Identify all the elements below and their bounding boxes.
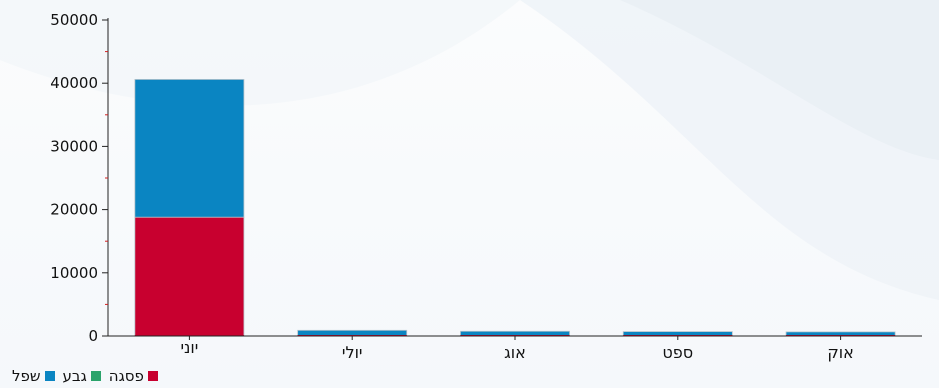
legend-swatch <box>147 371 158 381</box>
y-tick-label: 30000 <box>50 137 98 155</box>
legend-label: פסגה <box>108 367 144 385</box>
y-tick-label: 10000 <box>50 264 98 282</box>
y-tick-label: 0 <box>88 327 98 345</box>
legend-label: שפל <box>12 367 41 385</box>
bar-segment[interactable] <box>134 216 245 337</box>
x-tick-label: אוק <box>827 343 853 362</box>
y-axis: 0 10000 20000 30000 40000 50000 <box>50 11 109 345</box>
bars <box>134 79 896 337</box>
legend-item[interactable]: גבע <box>63 367 101 385</box>
bar-segment[interactable] <box>134 79 245 218</box>
y-tick-label: 20000 <box>50 201 98 219</box>
legend-label: גבע <box>62 367 87 385</box>
y-tick-label: 50000 <box>50 11 98 29</box>
x-tick-label: אוג <box>504 343 526 362</box>
legend-item[interactable]: שפל <box>12 367 55 385</box>
legend-swatch <box>90 371 101 381</box>
legend-swatch <box>44 371 55 381</box>
x-tick-label: ספט <box>662 343 693 362</box>
legend: פסגה גבע שפל <box>12 365 158 387</box>
y-tick-label: 40000 <box>50 74 98 92</box>
x-tick-label: יוני <box>180 338 198 357</box>
legend-item[interactable]: פסגה <box>109 367 158 385</box>
x-tick-label: יולי <box>342 343 363 362</box>
x-axis: יוני יולי אוג ספט אוק <box>108 335 922 362</box>
